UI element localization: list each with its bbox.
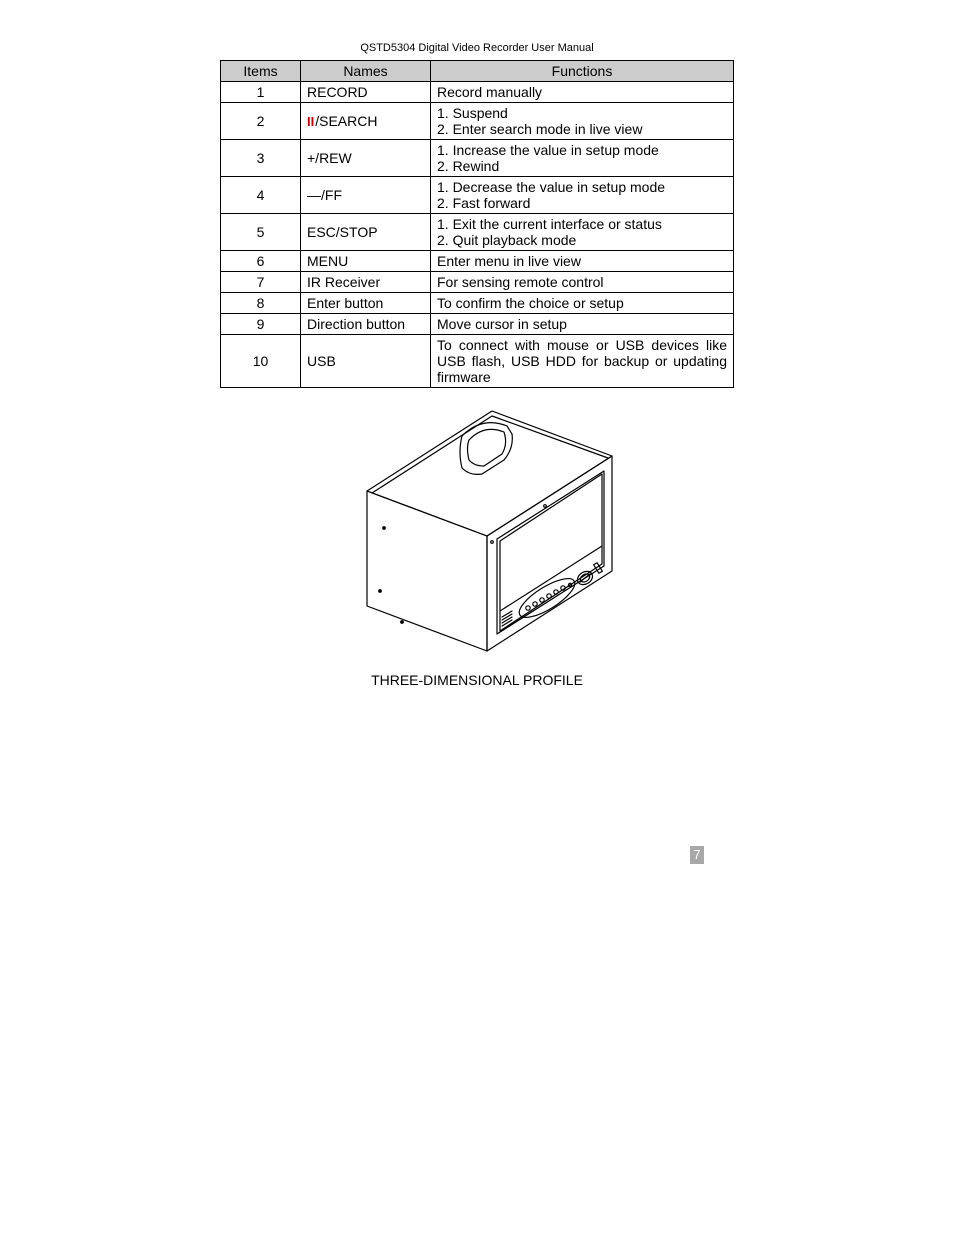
cell-name: RECORD [301, 82, 431, 103]
cell-function: 1. Exit the current interface or status2… [431, 214, 734, 251]
table-header-row: Items Names Functions [221, 61, 734, 82]
pause-icon: II [307, 114, 314, 129]
figure-container: THREE-DIMENSIONAL PROFILE [220, 406, 734, 688]
cell-name: ESC/STOP [301, 214, 431, 251]
cell-item: 4 [221, 177, 301, 214]
cell-name: MENU [301, 251, 431, 272]
table-row: 10USBTo connect with mouse or USB device… [221, 335, 734, 388]
table-row: 3+/REW1. Increase the value in setup mod… [221, 140, 734, 177]
table-row: 2II/SEARCH1. Suspend2. Enter search mode… [221, 103, 734, 140]
table-row: 7IR ReceiverFor sensing remote control [221, 272, 734, 293]
cell-name-text: /SEARCH [315, 113, 377, 129]
cell-function: 1. Increase the value in setup mode2. Re… [431, 140, 734, 177]
header-items: Items [221, 61, 301, 82]
cell-function: Record manually [431, 82, 734, 103]
table-row: 8Enter buttonTo confirm the choice or se… [221, 293, 734, 314]
cell-item: 9 [221, 314, 301, 335]
dvr-profile-illustration [332, 406, 622, 658]
table-row: 5ESC/STOP1. Exit the current interface o… [221, 214, 734, 251]
cell-item: 8 [221, 293, 301, 314]
cell-name: —/FF [301, 177, 431, 214]
table-row: 1RECORDRecord manually [221, 82, 734, 103]
cell-name: USB [301, 335, 431, 388]
table-row: 4—/FF1. Decrease the value in setup mode… [221, 177, 734, 214]
cell-name: IR Receiver [301, 272, 431, 293]
figure-caption: THREE-DIMENSIONAL PROFILE [220, 672, 734, 688]
page-number: 7 [690, 846, 704, 864]
cell-function: For sensing remote control [431, 272, 734, 293]
cell-item: 6 [221, 251, 301, 272]
cell-function: To connect with mouse or USB devices lik… [431, 335, 734, 388]
cell-function: 1. Suspend2. Enter search mode in live v… [431, 103, 734, 140]
manual-title: QSTD5304 Digital Video Recorder User Man… [220, 42, 734, 54]
cell-function: Enter menu in live view [431, 251, 734, 272]
cell-name: II/SEARCH [301, 103, 431, 140]
cell-item: 7 [221, 272, 301, 293]
cell-function: Move cursor in setup [431, 314, 734, 335]
cell-name: Enter button [301, 293, 431, 314]
cell-item: 10 [221, 335, 301, 388]
cell-name: +/REW [301, 140, 431, 177]
cell-item: 5 [221, 214, 301, 251]
cell-function: 1. Decrease the value in setup mode2. Fa… [431, 177, 734, 214]
cell-name: Direction button [301, 314, 431, 335]
table-row: 9Direction buttonMove cursor in setup [221, 314, 734, 335]
items-table: Items Names Functions 1RECORDRecord manu… [220, 60, 734, 388]
header-names: Names [301, 61, 431, 82]
cell-item: 2 [221, 103, 301, 140]
cell-function: To confirm the choice or setup [431, 293, 734, 314]
cell-item: 1 [221, 82, 301, 103]
table-row: 6MENUEnter menu in live view [221, 251, 734, 272]
cell-item: 3 [221, 140, 301, 177]
header-functions: Functions [431, 61, 734, 82]
